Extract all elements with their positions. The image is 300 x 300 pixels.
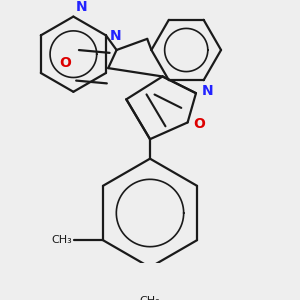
Text: O: O [194,117,206,131]
Text: N: N [110,29,121,43]
Text: O: O [60,56,71,70]
Text: CH₃: CH₃ [140,296,160,300]
Text: CH₃: CH₃ [51,235,72,245]
Text: N: N [76,0,88,14]
Text: N: N [202,84,214,98]
